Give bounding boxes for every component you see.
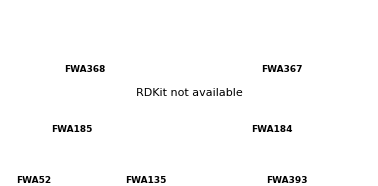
Text: FWA185: FWA185 [51, 125, 93, 134]
Text: RDKit not available: RDKit not available [136, 88, 242, 98]
Text: FWA367: FWA367 [261, 65, 302, 74]
Text: FWA135: FWA135 [125, 176, 166, 185]
Text: FWA368: FWA368 [64, 65, 106, 74]
Text: FWA52: FWA52 [17, 176, 51, 185]
Text: FWA184: FWA184 [251, 125, 293, 134]
Text: FWA393: FWA393 [266, 176, 308, 185]
